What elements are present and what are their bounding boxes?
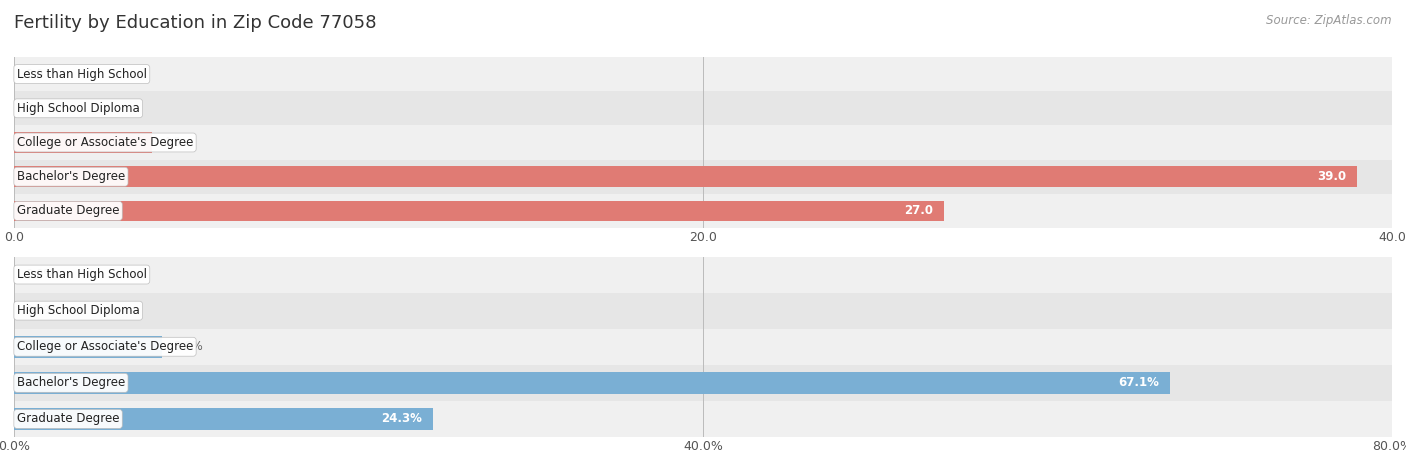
Bar <box>14 132 152 153</box>
Text: Bachelor's Degree: Bachelor's Degree <box>17 376 125 390</box>
Bar <box>14 256 1392 293</box>
Text: 27.0: 27.0 <box>904 204 934 218</box>
Bar <box>14 365 1392 401</box>
Text: Fertility by Education in Zip Code 77058: Fertility by Education in Zip Code 77058 <box>14 14 377 32</box>
Text: 0.0%: 0.0% <box>25 304 55 317</box>
Text: Bachelor's Degree: Bachelor's Degree <box>17 170 125 183</box>
Bar <box>14 194 1392 228</box>
Text: 24.3%: 24.3% <box>381 412 422 426</box>
Text: 0.0%: 0.0% <box>25 268 55 281</box>
Bar <box>14 336 162 358</box>
Text: 0.0: 0.0 <box>25 102 44 115</box>
Text: 67.1%: 67.1% <box>1118 376 1159 390</box>
Text: Less than High School: Less than High School <box>17 67 146 81</box>
Bar <box>14 293 1392 329</box>
Text: 8.6%: 8.6% <box>173 340 202 353</box>
Text: 39.0: 39.0 <box>1317 170 1347 183</box>
Text: College or Associate's Degree: College or Associate's Degree <box>17 136 193 149</box>
Text: 4.0: 4.0 <box>163 136 181 149</box>
Bar <box>14 57 1392 91</box>
Text: College or Associate's Degree: College or Associate's Degree <box>17 340 193 353</box>
Text: Source: ZipAtlas.com: Source: ZipAtlas.com <box>1267 14 1392 27</box>
Text: Less than High School: Less than High School <box>17 268 146 281</box>
Bar <box>14 166 1358 187</box>
Text: High School Diploma: High School Diploma <box>17 102 139 115</box>
Bar <box>14 372 1170 394</box>
Text: 0.0: 0.0 <box>25 67 44 81</box>
Bar <box>14 91 1392 125</box>
Bar <box>14 160 1392 194</box>
Bar <box>14 401 1392 437</box>
Text: High School Diploma: High School Diploma <box>17 304 139 317</box>
Bar <box>14 200 945 221</box>
Bar <box>14 329 1392 365</box>
Bar <box>14 408 433 430</box>
Text: Graduate Degree: Graduate Degree <box>17 412 120 426</box>
Bar <box>14 125 1392 160</box>
Text: Graduate Degree: Graduate Degree <box>17 204 120 218</box>
